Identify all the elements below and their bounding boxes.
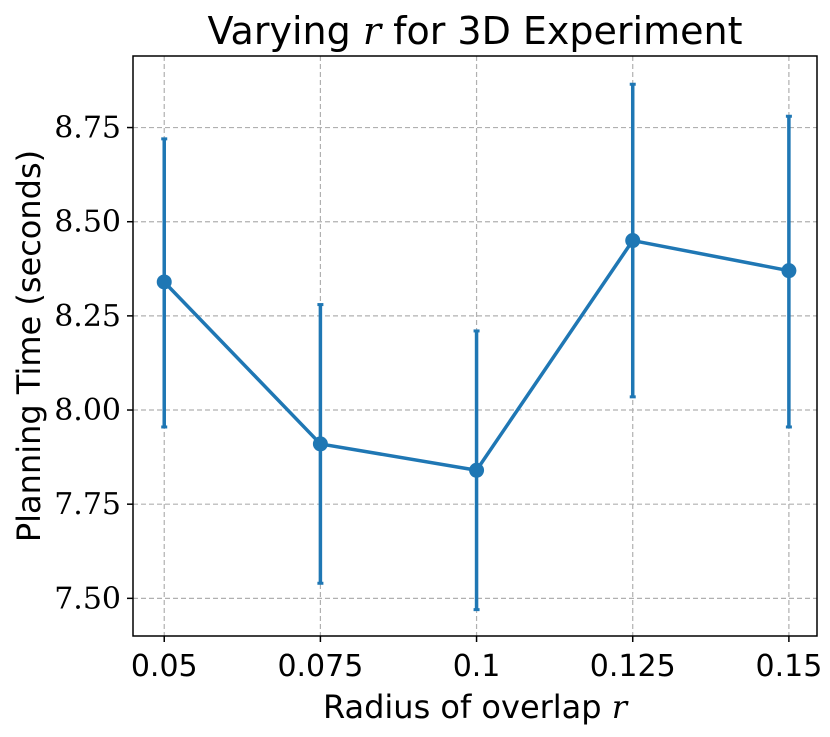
chart-title: Varying r for 3D Experiment <box>208 9 743 53</box>
y-axis-label: Planning Time (seconds) <box>10 150 48 542</box>
y-tick-label: 8.00 <box>54 393 121 428</box>
axis-ticks: 0.05 0.075 0.1 0.125 0.15 7.50 7.75 8.00 8.25 8.5… <box>54 111 822 684</box>
chart-title-suffix: for 3D Experiment <box>393 9 742 53</box>
series-markers <box>156 233 797 478</box>
chart-title-variable: r <box>363 9 384 53</box>
x-axis-label-variable: r <box>612 688 629 726</box>
data-point <box>156 274 172 290</box>
data-point <box>625 233 641 249</box>
y-tick-label: 7.75 <box>54 487 121 522</box>
x-tick-label: 0.1 <box>453 649 501 684</box>
y-tick-label: 8.50 <box>54 205 121 240</box>
x-tick-label: 0.05 <box>131 649 198 684</box>
y-tick-label: 8.25 <box>54 299 121 334</box>
plot-frame <box>132 55 818 637</box>
x-tick-label: 0.15 <box>755 649 822 684</box>
x-tick-label: 0.125 <box>590 649 676 684</box>
data-point <box>469 462 485 478</box>
y-tick-label: 8.75 <box>54 111 121 146</box>
data-point <box>312 436 328 452</box>
y-tick-label: 7.50 <box>54 581 121 616</box>
x-axis-label-text: Radius of overlap <box>323 688 602 726</box>
x-tick-label: 0.075 <box>277 649 363 684</box>
chart-title-prefix: Varying <box>208 9 351 53</box>
x-axis-label: Radius of overlap r <box>323 688 629 726</box>
data-point <box>781 263 797 279</box>
